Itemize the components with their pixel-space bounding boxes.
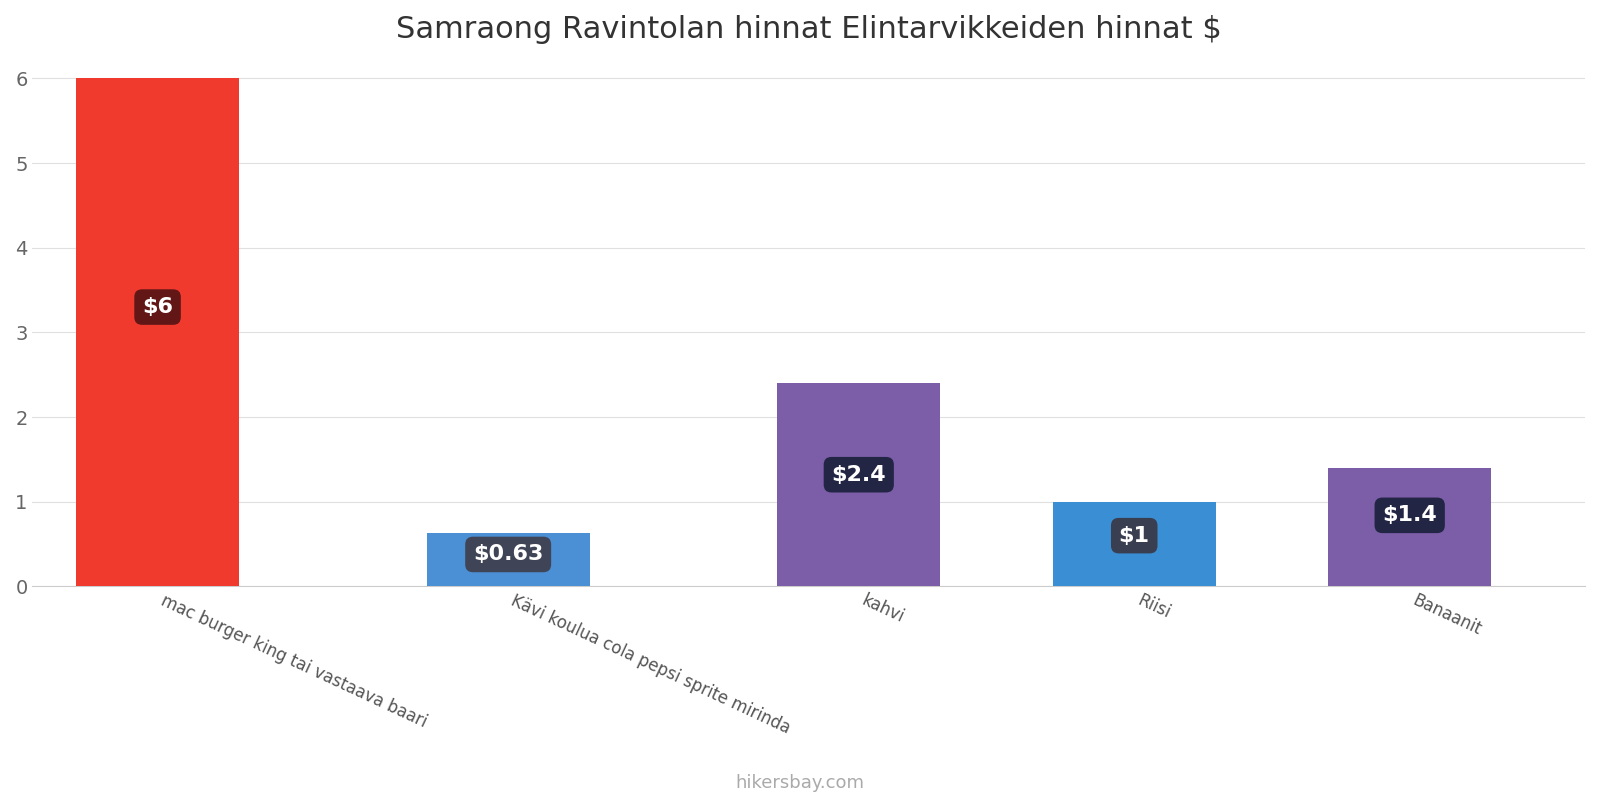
Bar	[778, 383, 941, 586]
Bar	[1328, 468, 1491, 586]
Title: Samraong Ravintolan hinnat Elintarvikkeiden hinnat $: Samraong Ravintolan hinnat Elintarvikkei…	[395, 15, 1221, 44]
Bar	[1053, 502, 1216, 586]
Text: $1: $1	[1118, 526, 1150, 546]
Text: hikersbay.com: hikersbay.com	[736, 774, 864, 792]
Text: $0.63: $0.63	[474, 545, 544, 565]
Bar	[77, 78, 238, 586]
Text: $6: $6	[142, 297, 173, 317]
Text: $1.4: $1.4	[1382, 506, 1437, 526]
Bar	[427, 533, 589, 586]
Text: $2.4: $2.4	[832, 465, 886, 485]
